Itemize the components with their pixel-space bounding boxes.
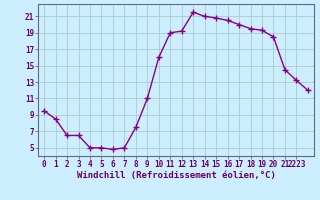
X-axis label: Windchill (Refroidissement éolien,°C): Windchill (Refroidissement éolien,°C): [76, 171, 276, 180]
